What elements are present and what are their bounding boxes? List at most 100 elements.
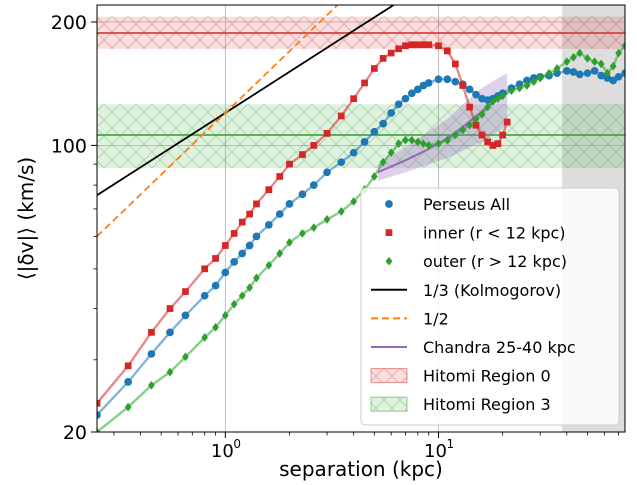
series-0-point-13 [275, 210, 284, 218]
series-2-point-18 [337, 207, 345, 216]
series-1-point-9 [238, 218, 246, 226]
series-1-point-36 [478, 131, 486, 139]
series-1-point-27 [414, 41, 422, 49]
series-2-point-57 [621, 41, 625, 51]
series-1-point-28 [420, 41, 427, 49]
series-1-point-31 [443, 47, 451, 55]
series-1-point-18 [337, 112, 345, 120]
legend-label-0: Perseus All [423, 195, 510, 214]
series-2-point-27 [414, 137, 422, 147]
series-2-point-3 [166, 367, 174, 377]
series-1-point-41 [503, 118, 511, 126]
series-0-point-53 [597, 71, 606, 80]
x-axis-label: separation (kpc) [279, 457, 443, 481]
series-0-point-1 [124, 378, 132, 386]
series-2-point-9 [238, 291, 246, 301]
x-tick-label-1: 10 [424, 441, 447, 462]
legend-label-5: Chandra 25-40 kpc [423, 338, 576, 357]
series-2-point-16 [310, 223, 318, 233]
series-1-point-24 [395, 45, 402, 53]
series-0-point-10 [245, 241, 254, 250]
series-1-point-35 [472, 121, 480, 129]
series-1-point-29 [425, 41, 433, 49]
series-2-point-6 [212, 322, 219, 332]
series-2-point-33 [459, 125, 467, 135]
series-1-point-21 [370, 65, 378, 72]
series-1-point-16 [310, 142, 318, 149]
series-0-point-34 [465, 85, 474, 94]
series-0-point-20 [360, 138, 369, 146]
series-2-point-38 [489, 97, 497, 106]
series-1-point-2 [148, 328, 155, 336]
series-2-point-28 [420, 139, 427, 148]
series-2-point-26 [408, 135, 416, 145]
series-0-point-32 [451, 77, 460, 86]
series-0-point-11 [252, 232, 261, 241]
series-1-point-30 [435, 42, 442, 50]
legend-item-6: Hitomi Region 0 [370, 367, 551, 386]
series-0-point-18 [337, 158, 346, 167]
series-1-point-26 [408, 41, 416, 49]
series-1-point-1 [124, 362, 132, 370]
series-2-point-5 [201, 333, 209, 342]
series-2-point-56 [615, 48, 622, 58]
legend-item-5: Chandra 25-40 kpc [371, 338, 576, 357]
series-2-point-32 [451, 130, 459, 140]
series-1-point-32 [451, 60, 459, 68]
series-0 [97, 66, 625, 419]
series-2-point-0 [97, 427, 101, 432]
series-0-point-48 [562, 66, 571, 75]
series-1-point-7 [221, 242, 229, 249]
series-0-point-25 [401, 94, 410, 103]
series-2-point-12 [265, 260, 273, 270]
series-2-point-43 [523, 81, 531, 90]
series-0-point-16 [309, 181, 318, 189]
series-2-point-7 [221, 311, 229, 320]
series-0-point-43 [523, 76, 531, 85]
series-0-point-57 [621, 69, 625, 78]
y-tick-label-1: 100 [51, 135, 87, 157]
series-2-point-40 [499, 91, 507, 101]
reference-lines-layer [97, 5, 396, 238]
series-0-point-52 [590, 66, 599, 75]
series-2-point-44 [530, 77, 538, 87]
legend-label-6: Hitomi Region 0 [423, 367, 551, 386]
series-0-point-22 [379, 119, 387, 128]
series-0-point-3 [166, 328, 174, 337]
x-tick-exponent-0: 0 [233, 437, 241, 451]
legend: Perseus All inner (r < 12 kpc) outer (r > … [360, 187, 620, 426]
series-0-point-0 [97, 411, 101, 419]
series-1-point-33 [459, 82, 467, 89]
y-tick-label-0: 20 [63, 422, 87, 444]
series-1-point-17 [323, 129, 331, 137]
series-0-point-30 [434, 75, 443, 84]
legend-marker-0 [385, 200, 393, 208]
series-1-point-0 [97, 399, 101, 407]
series-0-point-56 [614, 72, 623, 81]
legend-item-0: Perseus All [385, 195, 510, 214]
legend-label-4: 1/2 [423, 309, 449, 328]
series-1-point-4 [182, 288, 189, 295]
series-0-point-26 [407, 89, 416, 98]
series-0-point-17 [323, 168, 331, 177]
series-2-point-11 [253, 273, 260, 283]
series-0-point-12 [264, 221, 273, 229]
series-0-point-29 [424, 79, 433, 87]
series-2-point-15 [299, 229, 306, 238]
series-2-point-8 [230, 299, 238, 309]
series-2 [97, 41, 625, 432]
series-0-point-55 [609, 76, 618, 85]
series-2-point-52 [591, 57, 598, 67]
series-0-point-23 [387, 109, 396, 117]
series-1-point-19 [350, 95, 358, 103]
series-0-point-47 [553, 69, 561, 78]
hitomi-band-hatch-1 [97, 104, 625, 169]
series-1-point-10 [246, 210, 253, 218]
series-0-point-6 [211, 281, 220, 290]
series-2-point-41 [508, 86, 515, 95]
x-tick-label-0: 10 [211, 441, 234, 462]
x-tick-exponent-1: 1 [446, 437, 454, 451]
legend-label-1: inner (r < 12 kpc) [423, 224, 566, 243]
